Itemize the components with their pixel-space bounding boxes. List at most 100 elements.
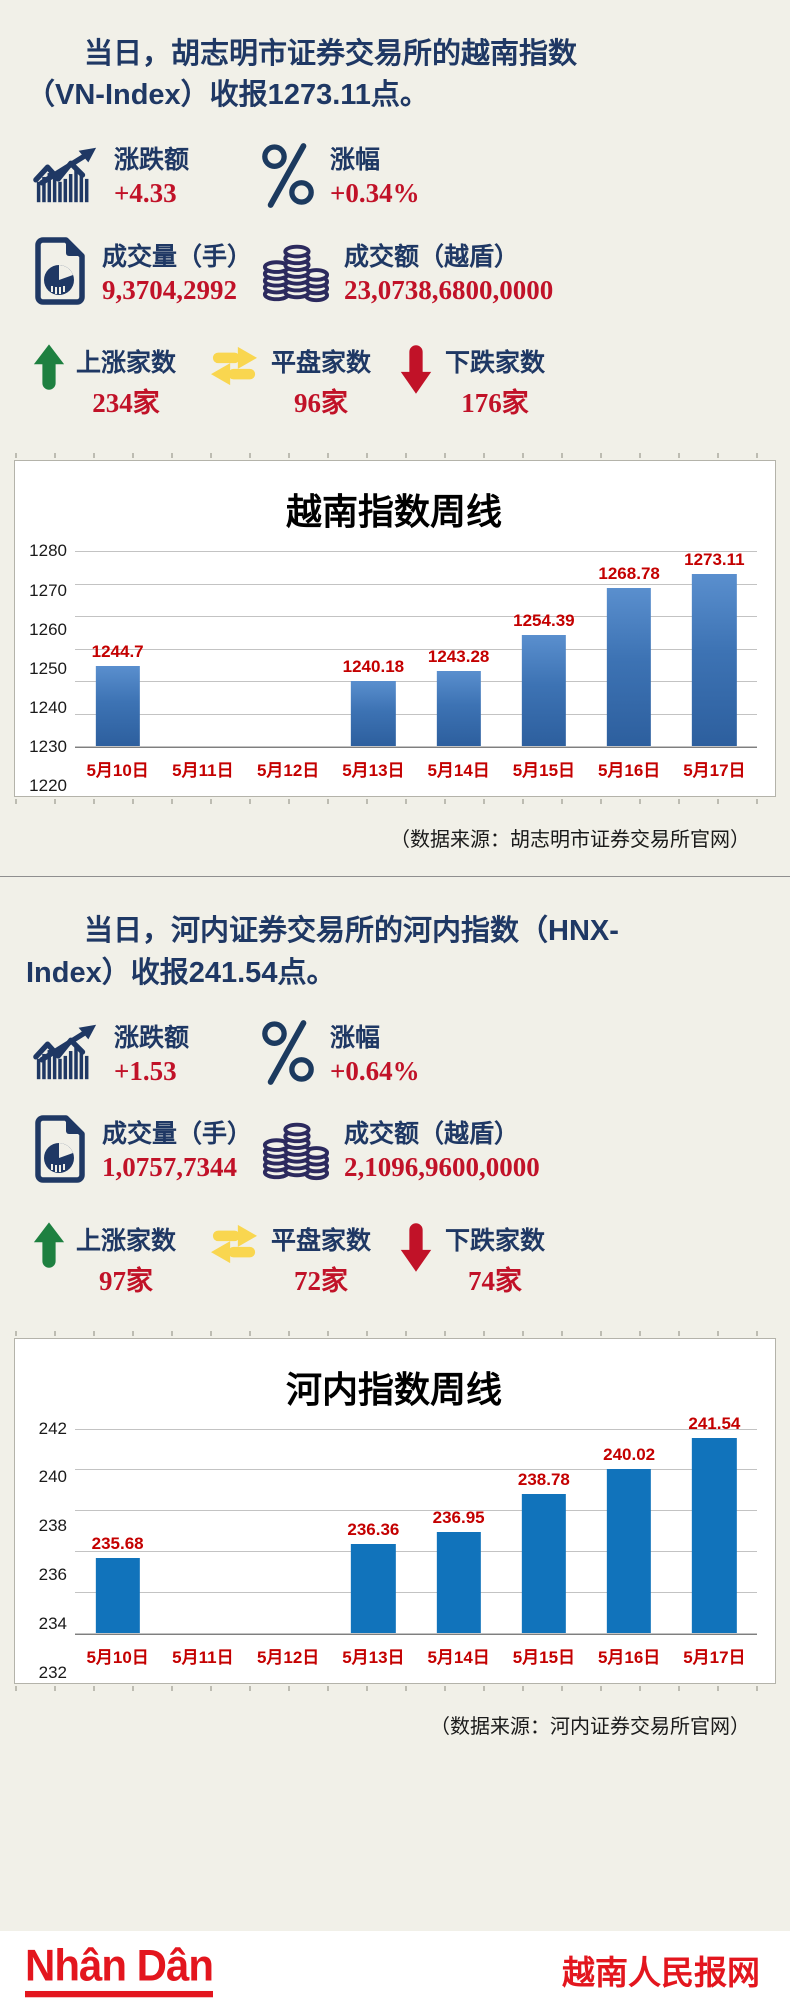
bar-5月14日 <box>436 1531 481 1633</box>
bar-value-label: 1254.39 <box>513 610 575 630</box>
flat-arrows-icon <box>207 343 261 389</box>
gridline <box>75 1428 757 1430</box>
volume-document-icon <box>32 235 88 307</box>
vn-index-stats: 涨跌额 +4.33 涨幅 +0.34% <box>0 140 790 420</box>
bar-5月15日 <box>521 634 567 747</box>
vn-chart-y-axis: 1280 1270 1260 1250 1240 1230 1220 <box>25 541 75 795</box>
y-tick-label: 1240 <box>29 698 67 717</box>
x-axis-label: 5月17日 <box>683 761 746 781</box>
y-tick-label: 232 <box>38 1662 67 1682</box>
vn-index-weekly-chart: 越南指数周线 1280 1270 1260 1250 1240 1230 1220 1244… <box>14 453 776 805</box>
turnover-stat: 成交额（越盾） 23,0738,6800,0000 <box>260 236 580 306</box>
advancers-label: 上涨家数 <box>76 1226 177 1255</box>
bar-value-label: 240.02 <box>603 1445 656 1465</box>
bar-value-label: 235.68 <box>91 1533 144 1553</box>
gridline <box>75 551 757 553</box>
x-axis-label: 5月16日 <box>597 761 661 781</box>
gridline <box>75 1591 757 1593</box>
advancers-value: 234家 <box>92 388 160 419</box>
bar-value-label: 1243.28 <box>427 646 490 666</box>
hnx-chart-plot-area: 235.68 236.36 236.95 238.78 240.02 241.54 <box>75 1414 757 1635</box>
unchanged-label: 平盘家数 <box>271 1226 372 1255</box>
trend-chart-icon <box>32 1023 100 1081</box>
volume-value: 9,3704,2992 <box>102 274 237 305</box>
bar-5月15日 <box>521 1494 567 1633</box>
turnover-label: 成交额（越盾） <box>344 242 520 271</box>
change-percent-label: 涨幅 <box>330 146 381 175</box>
advancers-stat: 上涨家数 234家 <box>32 343 207 420</box>
gridline <box>75 746 757 748</box>
x-axis-label: 5月11日 <box>172 1647 234 1667</box>
hnx-chart-plot-wrap: 235.68 236.36 236.95 238.78 240.02 241.54 5月1… <box>75 1414 763 1673</box>
decliners-value: 74家 <box>468 1265 522 1296</box>
volume-label: 成交量（手） <box>102 1120 253 1149</box>
bar-value-label: 238.78 <box>517 1470 570 1490</box>
down-arrow-icon <box>397 1221 435 1273</box>
x-axis-label: 5月14日 <box>427 761 490 781</box>
y-tick-label: 238 <box>38 1516 67 1536</box>
section-divider <box>0 876 790 878</box>
bar-value-label: 1268.78 <box>598 563 660 583</box>
x-axis-label: 5月10日 <box>86 1647 149 1667</box>
gridline <box>75 1551 757 1553</box>
turnover-value: 23,0738,6800,0000 <box>344 274 554 305</box>
coins-icon <box>260 236 330 306</box>
vn-index-headline: 当日，胡志明市证券交易所的越南指数 （VN-Index）收报1273.11点。 <box>26 34 764 116</box>
hnx-index-headline: 当日，河内证券交易所的河内指数（HNX- Index）收报241.54点。 <box>26 911 764 993</box>
hnx-chart-y-axis: 242 240 238 236 234 232 <box>25 1419 75 1682</box>
x-axis-label: 5月14日 <box>427 1647 490 1667</box>
y-tick-label: 240 <box>38 1467 67 1487</box>
site-name: 越南人民报网 <box>562 1954 760 1991</box>
change-amount-label: 涨跌额 <box>114 146 190 175</box>
hnx-index-weekly-chart: 河内指数周线 242 240 238 236 234 232 235.68 236.36 23… <box>14 1330 776 1691</box>
hnx-index-stats: 涨跌额 +1.53 涨幅 +0.64% <box>0 1018 790 1298</box>
bar-5月13日 <box>351 680 396 747</box>
bar-value-label: 1244.7 <box>91 642 144 662</box>
turnover-label: 成交额（越盾） <box>344 1120 520 1149</box>
change-percent-value: +0.34% <box>330 178 420 209</box>
change-amount-value: +1.53 <box>114 1055 177 1086</box>
decliners-stat: 下跌家数 176家 <box>397 343 597 420</box>
volume-stat: 成交量（手） 9,3704,2992 <box>32 235 260 307</box>
advancers-label: 上涨家数 <box>76 349 177 378</box>
sheet-ticks <box>15 799 775 805</box>
sheet-ticks <box>15 1685 775 1691</box>
decliners-value: 176家 <box>461 388 529 419</box>
unchanged-label: 平盘家数 <box>271 349 372 378</box>
x-axis-label: 5月15日 <box>512 761 576 781</box>
bar-value-label: 241.54 <box>688 1414 741 1434</box>
nhan-dan-logo: Nhân Dân <box>25 1943 214 1997</box>
headline-line-2: Index）收报241.54点。 <box>26 956 336 989</box>
x-axis-label: 5月17日 <box>683 1647 746 1667</box>
hnx-index-data-source: （数据来源：河内证券交易所官网） <box>430 1715 750 1738</box>
unchanged-value: 72家 <box>294 1265 348 1296</box>
change-amount-value: +4.33 <box>114 178 177 209</box>
sheet-ticks <box>15 453 775 459</box>
y-tick-label: 1220 <box>29 776 67 796</box>
vn-index-breadth-row: 上涨家数 234家 平盘家数 <box>32 343 790 420</box>
y-tick-label: 242 <box>38 1418 67 1438</box>
vn-chart-plot-wrap: 1244.7 1240.18 1243.28 1254.39 1268.78 1273.1… <box>75 550 763 786</box>
bar-5月14日 <box>436 670 481 747</box>
x-axis-label: 5月16日 <box>597 1647 661 1667</box>
vn-chart-x-axis-labels: 5月10日 5月11日 5月12日 5月13日 5月14日 5月15日 5月16日 5月17日 <box>75 756 757 786</box>
bar-5月13日 <box>351 1543 396 1633</box>
bar-value-label: 236.36 <box>347 1519 400 1539</box>
x-axis-label: 5月12日 <box>256 761 320 781</box>
turnover-value: 2,1096,9600,0000 <box>344 1152 540 1183</box>
gridline <box>75 1469 757 1471</box>
coins-icon <box>260 1114 330 1184</box>
bar-5月10日 <box>95 666 140 747</box>
sheet-ticks <box>15 1330 775 1336</box>
flat-arrows-icon <box>207 1221 261 1267</box>
change-amount-stat: 涨跌额 +4.33 <box>32 140 260 209</box>
volume-value: 1,0757,7344 <box>102 1152 237 1183</box>
y-tick-label: 1260 <box>29 619 67 639</box>
change-percent-value: +0.64% <box>330 1055 420 1086</box>
change-percent-label: 涨幅 <box>330 1023 381 1052</box>
change-amount-label: 涨跌额 <box>114 1023 190 1052</box>
change-percent-stat: 涨幅 +0.64% <box>260 1018 580 1087</box>
hnx-index-breadth-row: 上涨家数 97家 平盘家数 <box>32 1221 790 1298</box>
stats-row-2: 成交量（手） 1,0757,7344 <box>32 1113 790 1185</box>
gridline <box>75 681 757 683</box>
